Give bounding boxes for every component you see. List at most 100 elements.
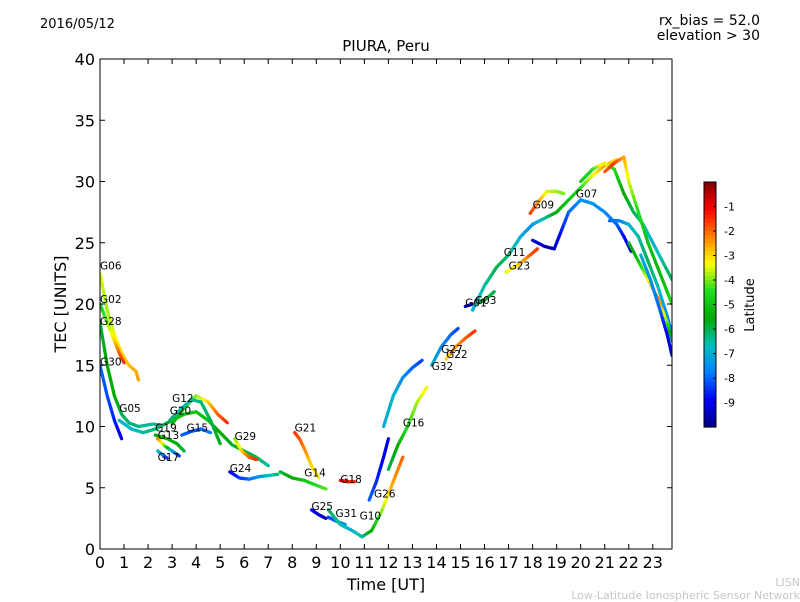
colorbar-swatch <box>704 186 716 191</box>
series-segment <box>209 432 211 433</box>
series-unlabeled-30 <box>581 163 672 279</box>
series-label-G16: G16 <box>403 418 425 430</box>
colorbar-swatch <box>704 239 716 244</box>
series-label-G14: G14 <box>304 468 326 480</box>
x-tick-label: 16 <box>474 553 494 572</box>
colorbar-tick-label: -2 <box>724 225 735 238</box>
colorbar-swatch <box>704 292 716 297</box>
colorbar-swatch <box>704 394 716 399</box>
series-segment <box>325 518 326 519</box>
x-tick-label: 17 <box>498 553 518 572</box>
x-tick-label: 13 <box>402 553 422 572</box>
y-axis-label: TEC [UNITS] <box>51 256 70 354</box>
x-tick-label: 3 <box>167 553 177 572</box>
colorbar-swatch <box>704 272 716 277</box>
colorbar-swatch <box>704 182 716 187</box>
y-tick-label: 40 <box>75 50 95 69</box>
series-label-G31: G31 <box>336 508 358 520</box>
series-label-G13: G13 <box>158 430 180 442</box>
colorbar-swatch <box>704 198 716 203</box>
series-segment <box>226 421 228 422</box>
colorbar-label: Latitude <box>743 278 758 332</box>
colorbar-swatch <box>704 415 716 420</box>
x-tick-label: 22 <box>619 553 639 572</box>
series-layer <box>100 157 672 537</box>
colorbar-swatch <box>704 264 716 269</box>
colorbar-swatch <box>704 207 716 212</box>
series-unlabeled-31 <box>605 157 672 304</box>
y-tick-label: 10 <box>75 418 95 437</box>
series-label-G21: G21 <box>295 422 317 434</box>
series-G11 <box>473 159 617 310</box>
colorbar-swatch <box>704 386 716 391</box>
series-label-G20: G20 <box>170 405 192 417</box>
colorbar-swatch <box>704 305 716 310</box>
colorbar-swatch <box>704 211 716 216</box>
series-segment <box>536 249 537 250</box>
colorbar-tick-label: -6 <box>724 323 735 336</box>
x-tick-label: 4 <box>191 553 201 572</box>
series-label-G15: G15 <box>187 422 209 434</box>
series-segment <box>425 387 427 389</box>
series-segment <box>493 292 495 293</box>
series-segment <box>324 488 326 489</box>
series-segment <box>183 450 184 451</box>
x-tick-label: 7 <box>263 553 273 572</box>
series-segment <box>457 329 458 330</box>
colorbar-swatch <box>704 268 716 273</box>
colorbar-swatch <box>704 243 716 248</box>
series-segment <box>266 464 268 465</box>
colorbar-swatch <box>704 280 716 285</box>
x-tick-label: 23 <box>643 553 663 572</box>
colorbar-swatch <box>704 411 716 416</box>
y-tick-label: 5 <box>85 479 95 498</box>
colorbar-tick-label: -3 <box>724 250 735 263</box>
colorbar-swatch <box>704 333 716 338</box>
colorbar-tick-label: -1 <box>724 201 735 214</box>
series-label-G32: G32 <box>432 361 454 373</box>
colorbar-swatch <box>704 366 716 371</box>
x-tick-label: 9 <box>311 553 321 572</box>
series-label-G09: G09 <box>533 199 555 211</box>
y-tick-label: 15 <box>75 356 95 375</box>
series-segment <box>344 524 346 525</box>
colorbar-swatch <box>704 284 716 289</box>
y-tick-label: 20 <box>75 295 95 314</box>
series-label-G05: G05 <box>119 403 141 415</box>
y-tick-label: 25 <box>75 234 95 253</box>
x-tick-label: 6 <box>239 553 249 572</box>
plot-frame <box>100 59 672 549</box>
series-label-G25: G25 <box>311 501 333 513</box>
series-label-G18: G18 <box>340 474 362 486</box>
colorbar-swatch <box>704 190 716 195</box>
x-tick-label: 15 <box>450 553 470 572</box>
colorbar-swatch <box>704 313 716 318</box>
series-segment <box>420 360 422 361</box>
series-label-G26: G26 <box>374 489 396 501</box>
x-tick-label: 0 <box>95 553 105 572</box>
series-label-layer: G06G02G28G30G05G12G20G19G13G15G17G29G24G… <box>100 188 597 522</box>
series-segment <box>123 361 124 363</box>
x-tick-label: 5 <box>215 553 225 572</box>
colorbar-swatch <box>704 407 716 412</box>
colorbar-swatch <box>704 256 716 261</box>
x-tick-label: 8 <box>287 553 297 572</box>
series-segment <box>401 457 403 461</box>
colorbar-swatch <box>704 370 716 375</box>
colorbar-swatch <box>704 403 716 408</box>
series-label-G30: G30 <box>100 356 122 368</box>
x-tick-label: 21 <box>595 553 615 572</box>
series-segment <box>473 331 475 332</box>
x-tick-label: 12 <box>378 553 398 572</box>
x-tick-label: 11 <box>354 553 374 572</box>
series-label-G12: G12 <box>172 393 194 405</box>
series-label-G17: G17 <box>158 452 180 464</box>
series-label-G22: G22 <box>446 349 468 361</box>
colorbar-swatch <box>704 215 716 220</box>
colorbar-swatch <box>704 288 716 293</box>
colorbar-swatch <box>704 329 716 334</box>
x-tick-label: 18 <box>522 553 542 572</box>
y-tick-label: 35 <box>75 111 95 130</box>
